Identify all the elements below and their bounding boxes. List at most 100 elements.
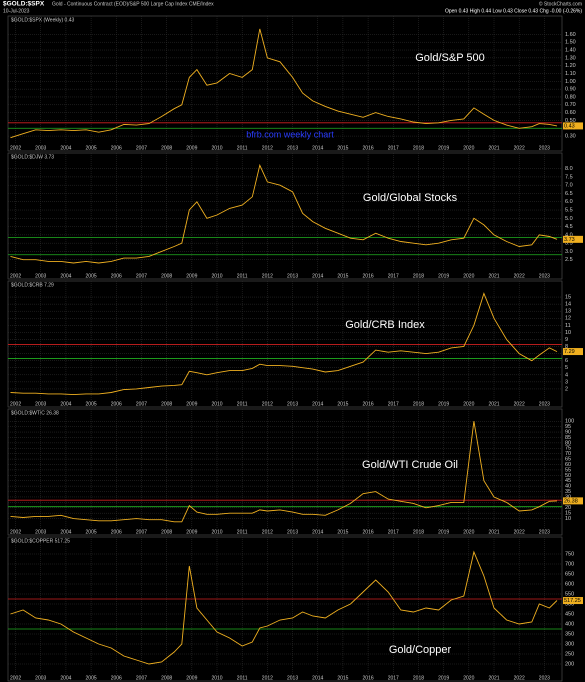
data-line <box>10 292 558 396</box>
x-tick-label: 2018 <box>413 401 424 407</box>
y-tick-label: 35 <box>565 489 571 495</box>
x-tick-label: 2012 <box>262 675 273 681</box>
x-tick-label: 2015 <box>337 273 348 279</box>
y-tick-label: 60 <box>565 462 571 468</box>
note: bfrb.com weekly chart <box>246 129 334 139</box>
x-tick-label: 2009 <box>186 675 197 681</box>
panel-frame <box>7 152 563 280</box>
y-tick-label: 0.70 <box>565 102 576 108</box>
x-tick-label: 2008 <box>161 145 172 151</box>
x-tick-label: 2005 <box>86 675 97 681</box>
y-tick-label: 600 <box>565 581 574 587</box>
x-tick-label: 2014 <box>312 273 323 279</box>
x-tick-label: 2016 <box>363 529 374 535</box>
x-tick-label: 2011 <box>237 529 248 535</box>
x-tick-label: 2011 <box>237 401 248 407</box>
y-tick-label: 1.60 <box>565 32 576 38</box>
x-tick-label: 2014 <box>312 401 323 407</box>
y-tick-label: 70 <box>565 451 571 457</box>
y-tick-label: 15 <box>565 511 571 517</box>
x-tick-label: 2005 <box>86 529 97 535</box>
x-tick-label: 2003 <box>35 273 46 279</box>
x-tick-label: 2002 <box>10 273 21 279</box>
y-tick-label: 450 <box>565 611 574 617</box>
data-line <box>10 421 558 523</box>
x-tick-label: 2016 <box>363 145 374 151</box>
x-tick-label: 2009 <box>186 529 197 535</box>
y-tick-label: 12 <box>565 316 571 322</box>
y-tick-label: 11 <box>565 323 571 329</box>
x-tick-label: 2022 <box>514 529 525 535</box>
x-tick-label: 2012 <box>262 401 273 407</box>
y-tick-label: 8 <box>565 344 568 350</box>
x-tick-label: 2008 <box>161 675 172 681</box>
x-tick-label: 2023 <box>539 401 550 407</box>
y-tick-label: 1.20 <box>565 63 576 69</box>
x-tick-label: 2022 <box>514 675 525 681</box>
y-tick-label: 300 <box>565 641 574 647</box>
last-value-box <box>563 235 583 243</box>
x-tick-label: 2010 <box>211 145 222 151</box>
x-tick-label: 2023 <box>539 529 550 535</box>
x-tick-label: 2004 <box>60 145 71 151</box>
y-tick-label: 750 <box>565 551 574 557</box>
y-tick-label: 2 <box>565 386 568 392</box>
y-tick-label: 15 <box>565 295 571 301</box>
x-tick-label: 2010 <box>211 529 222 535</box>
x-tick-label: 2004 <box>60 401 71 407</box>
panel-frame <box>7 280 563 408</box>
panel-label: $GOLD:$WTIC 26.38 <box>11 410 59 416</box>
annotation: Gold/WTI Crude Oil <box>362 459 458 471</box>
x-tick-label: 2006 <box>111 273 122 279</box>
x-tick-label: 2009 <box>186 273 197 279</box>
last-value-box <box>563 597 583 605</box>
x-tick-label: 2010 <box>211 273 222 279</box>
description: Gold - Continuous Contract (EOD)/S&P 500… <box>52 1 214 7</box>
x-tick-label: 2021 <box>488 145 499 151</box>
x-tick-label: 2005 <box>86 273 97 279</box>
y-tick-label: 75 <box>565 446 571 452</box>
source: © StockCharts.com <box>539 0 582 7</box>
quote: Open 0.43 High 0.44 Low 0.43 Close 0.43 … <box>445 8 582 14</box>
x-tick-label: 2011 <box>237 145 248 151</box>
x-tick-label: 2023 <box>539 273 550 279</box>
y-tick-label: 6.5 <box>565 191 573 197</box>
x-tick-label: 2004 <box>60 529 71 535</box>
x-tick-label: 2017 <box>388 145 399 151</box>
x-tick-label: 2008 <box>161 273 172 279</box>
date: 10-Jul-2023 <box>3 8 30 14</box>
x-tick-label: 2019 <box>438 401 449 407</box>
annotation: Gold/Global Stocks <box>363 192 458 204</box>
y-tick-label: 4.0 <box>565 232 573 238</box>
x-tick-label: 2020 <box>463 145 474 151</box>
x-tick-label: 2016 <box>363 401 374 407</box>
x-tick-label: 2021 <box>488 401 499 407</box>
y-tick-label: 3 <box>565 379 568 385</box>
y-tick-label: 85 <box>565 435 571 441</box>
y-tick-label: 6.0 <box>565 199 573 205</box>
x-tick-label: 2014 <box>312 675 323 681</box>
x-tick-label: 2013 <box>287 675 298 681</box>
x-tick-label: 2003 <box>35 145 46 151</box>
x-tick-label: 2008 <box>161 401 172 407</box>
y-tick-label: 5.5 <box>565 207 573 213</box>
x-tick-label: 2015 <box>337 145 348 151</box>
y-tick-label: 650 <box>565 571 574 577</box>
y-tick-label: 700 <box>565 561 574 567</box>
y-tick-label: 4.5 <box>565 224 573 230</box>
x-tick-label: 2020 <box>463 273 474 279</box>
y-tick-label: 0.90 <box>565 87 576 93</box>
y-tick-label: 2.5 <box>565 257 573 263</box>
x-tick-label: 2015 <box>337 675 348 681</box>
y-tick-label: 3.0 <box>565 249 573 255</box>
y-tick-label: 80 <box>565 440 571 446</box>
symbol: $GOLD:$SPX <box>3 1 45 8</box>
y-tick-label: 550 <box>565 591 574 597</box>
y-tick-label: 7.5 <box>565 174 573 180</box>
last-value-box <box>563 497 583 505</box>
y-tick-label: 14 <box>565 302 571 308</box>
x-tick-label: 2018 <box>413 145 424 151</box>
x-tick-label: 2006 <box>111 401 122 407</box>
y-tick-label: 5 <box>565 365 568 371</box>
x-tick-label: 2009 <box>186 145 197 151</box>
